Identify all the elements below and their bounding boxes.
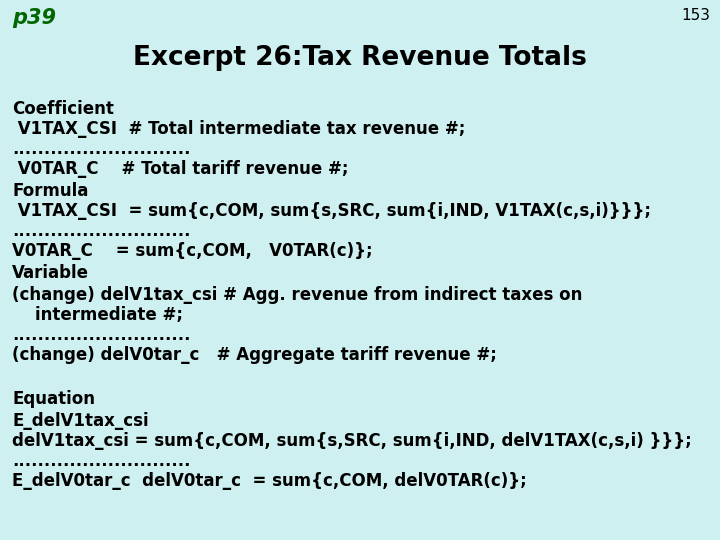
Text: delV1tax_csi = sum{c,COM, sum{s,SRC, sum{i,IND, delV1TAX(c,s,i) }}};: delV1tax_csi = sum{c,COM, sum{s,SRC, sum… [12, 432, 692, 450]
Text: ............................: ............................ [12, 140, 191, 158]
Text: Variable: Variable [12, 264, 89, 282]
Text: E_delV1tax_csi: E_delV1tax_csi [12, 412, 148, 430]
Text: 153: 153 [681, 8, 710, 23]
Text: ............................: ............................ [12, 326, 191, 344]
Text: ............................: ............................ [12, 222, 191, 240]
Text: E_delV0tar_c  delV0tar_c  = sum{c,COM, delV0TAR(c)};: E_delV0tar_c delV0tar_c = sum{c,COM, del… [12, 472, 527, 490]
Text: Coefficient: Coefficient [12, 100, 114, 118]
Text: ............................: ............................ [12, 452, 191, 470]
Text: (change) delV1tax_csi # Agg. revenue from indirect taxes on: (change) delV1tax_csi # Agg. revenue fro… [12, 286, 582, 304]
Text: p39: p39 [12, 8, 56, 28]
Text: Formula: Formula [12, 182, 89, 200]
Text: (change) delV0tar_c   # Aggregate tariff revenue #;: (change) delV0tar_c # Aggregate tariff r… [12, 346, 497, 364]
Text: Excerpt 26:Tax Revenue Totals: Excerpt 26:Tax Revenue Totals [133, 45, 587, 71]
Text: V1TAX_CSI  # Total intermediate tax revenue #;: V1TAX_CSI # Total intermediate tax reven… [12, 120, 465, 138]
Text: Equation: Equation [12, 390, 95, 408]
Text: intermediate #;: intermediate #; [12, 306, 183, 324]
Text: V1TAX_CSI  = sum{c,COM, sum{s,SRC, sum{i,IND, V1TAX(c,s,i)}}};: V1TAX_CSI = sum{c,COM, sum{s,SRC, sum{i,… [12, 202, 651, 220]
Text: V0TAR_C    = sum{c,COM,   V0TAR(c)};: V0TAR_C = sum{c,COM, V0TAR(c)}; [12, 242, 373, 260]
Text: V0TAR_C    # Total tariff revenue #;: V0TAR_C # Total tariff revenue #; [12, 160, 348, 178]
